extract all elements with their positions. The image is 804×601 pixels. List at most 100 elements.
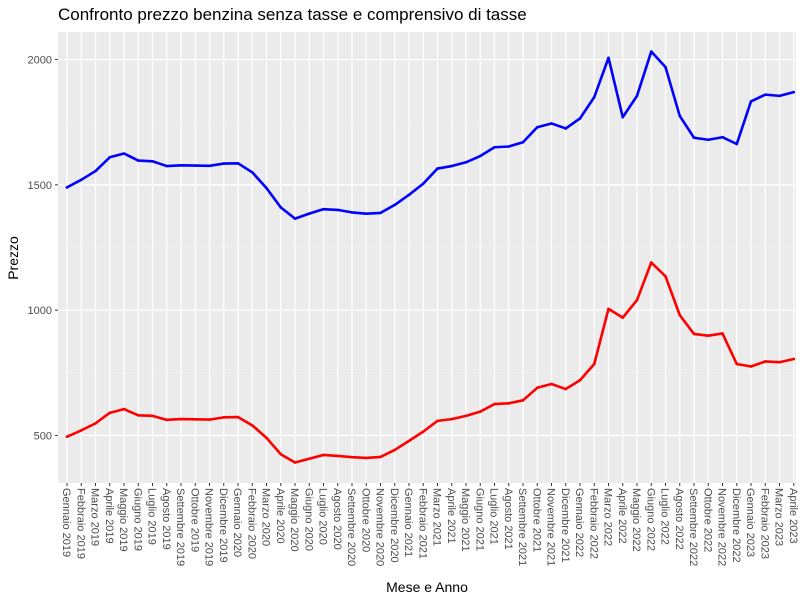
x-tick-label: Aprile 2021	[445, 488, 457, 544]
x-tick-label: Novembre 2022	[716, 488, 728, 566]
data-point-series-1	[635, 94, 639, 98]
x-tick-label: Gennaio 2020	[231, 488, 243, 557]
x-tick-label: Luglio 2020	[317, 488, 329, 545]
data-point-series-2	[108, 411, 112, 415]
series-line-1	[65, 50, 796, 220]
data-point-series-1	[250, 171, 254, 174]
data-point-series-2	[165, 418, 169, 422]
data-point-series-1	[507, 145, 511, 148]
x-tick-label: Novembre 2019	[203, 488, 215, 566]
plot-panel	[58, 32, 796, 483]
data-point-series-1	[165, 164, 169, 168]
data-point-series-2	[279, 452, 283, 456]
data-point-series-1	[706, 138, 710, 142]
data-point-series-2	[436, 419, 439, 423]
data-point-series-1	[521, 140, 525, 144]
x-tick-label: Ottobre 2020	[359, 488, 371, 552]
data-point-series-1	[379, 211, 382, 215]
x-tick-label: Dicembre 2022	[730, 488, 742, 563]
data-point-series-1	[621, 115, 625, 119]
x-tick-label: Settembre 2022	[687, 488, 699, 566]
data-point-series-1	[792, 90, 796, 94]
x-tick-label: Ottobre 2021	[530, 488, 542, 552]
data-point-series-2	[649, 261, 653, 264]
data-point-series-2	[421, 430, 425, 433]
data-point-series-2	[493, 402, 496, 406]
series-layer	[65, 50, 796, 464]
data-point-series-1	[151, 159, 154, 163]
x-tick-label: Settembre 2021	[516, 488, 528, 566]
x-tick-label: Marzo 2020	[260, 488, 272, 546]
data-point-series-1	[464, 160, 468, 164]
major-grid	[58, 32, 796, 483]
data-point-series-2	[293, 461, 297, 464]
x-tick-label: Giugno 2021	[473, 488, 485, 551]
data-point-series-2	[393, 448, 397, 452]
x-tick-label: Agosto 2019	[160, 488, 172, 550]
data-point-series-2	[778, 360, 781, 364]
data-point-series-1	[136, 159, 140, 162]
x-tick-label: Dicembre 2020	[388, 488, 400, 563]
data-point-series-1	[607, 56, 610, 60]
x-tick-label: Gennaio 2021	[402, 488, 414, 557]
data-point-series-1	[763, 93, 767, 96]
x-tick-label: Febbraio 2023	[758, 488, 770, 559]
data-point-series-2	[578, 378, 582, 382]
x-axis-title: Mese e Anno	[386, 579, 468, 595]
data-point-series-1	[450, 164, 454, 168]
data-point-series-2	[478, 410, 482, 413]
y-tick-label: 1500	[28, 180, 52, 192]
x-tick-label: Maggio 2020	[288, 488, 300, 552]
y-axis-title: Prezzo	[5, 236, 21, 280]
data-point-series-2	[535, 386, 539, 390]
x-tick-label: Agosto 2020	[331, 488, 343, 550]
data-point-series-2	[464, 414, 468, 418]
x-tick-label: Gennaio 2023	[744, 488, 756, 557]
data-point-series-2	[607, 307, 610, 311]
data-point-series-2	[307, 457, 311, 460]
x-tick-label: Febbraio 2022	[587, 488, 599, 559]
data-point-series-1	[678, 114, 682, 118]
x-tick-label: Settembre 2020	[345, 488, 357, 566]
data-point-series-1	[778, 94, 781, 98]
data-point-series-2	[407, 439, 411, 443]
data-point-series-1	[421, 182, 425, 185]
data-point-series-2	[592, 362, 596, 366]
x-tick-label: Marzo 2019	[89, 488, 101, 546]
data-point-series-2	[550, 382, 553, 386]
x-tick-label: Novembre 2021	[545, 488, 557, 566]
data-point-series-2	[749, 365, 753, 368]
x-tick-label: Gennaio 2022	[573, 488, 585, 557]
data-point-series-2	[193, 418, 197, 421]
y-tick-label: 500	[34, 430, 52, 442]
data-point-series-1	[578, 117, 582, 120]
data-point-series-2	[364, 456, 368, 460]
data-point-series-2	[265, 436, 268, 440]
data-point-series-2	[350, 455, 354, 459]
data-point-series-1	[208, 164, 211, 168]
data-point-series-1	[179, 163, 183, 167]
x-tick-label: Maggio 2022	[630, 488, 642, 552]
data-point-series-2	[336, 454, 340, 458]
data-point-series-2	[151, 414, 154, 418]
x-tick-label: Marzo 2021	[431, 488, 443, 546]
data-point-series-2	[250, 424, 254, 427]
data-point-series-2	[735, 362, 739, 366]
y-tick-label: 2000	[28, 55, 52, 67]
x-tick-label: Agosto 2022	[673, 488, 685, 550]
x-tick-label: Dicembre 2019	[217, 488, 229, 563]
data-point-series-1	[564, 127, 568, 130]
x-tick-label: Giugno 2019	[131, 488, 143, 551]
x-tick-label: Ottobre 2022	[701, 488, 713, 552]
x-tick-label: Aprile 2022	[616, 488, 628, 544]
data-point-series-2	[450, 417, 454, 421]
data-point-series-1	[193, 164, 197, 167]
x-tick-label: Aprile 2019	[103, 488, 115, 544]
data-point-series-1	[364, 212, 368, 215]
chart-title: Confronto prezzo benzina senza tasse e c…	[58, 5, 527, 24]
data-point-series-1	[735, 142, 739, 146]
x-tick-label: Aprile 2020	[274, 488, 286, 544]
data-point-series-1	[108, 155, 112, 159]
data-point-series-1	[692, 136, 696, 140]
